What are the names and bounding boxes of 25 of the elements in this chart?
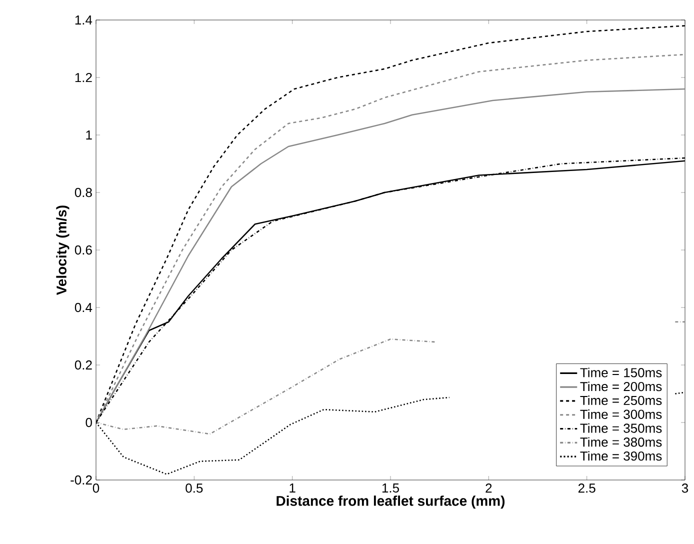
legend-label: Time = 380ms <box>580 437 662 447</box>
y-axis-title: Velocity (m/s) <box>56 206 70 296</box>
legend-label: Time = 350ms <box>580 423 662 433</box>
y-tick-label: 0.2 <box>74 360 92 370</box>
x-tick-label: 0.5 <box>186 484 203 493</box>
x-tick-label: 1.5 <box>382 484 399 493</box>
y-tick-label: 0.4 <box>74 302 92 312</box>
x-tick-label: 0 <box>92 484 100 493</box>
y-tick-label: 1 <box>86 130 92 140</box>
x-tick-label: 1 <box>290 484 296 492</box>
x-tick-label: 2.5 <box>578 484 596 493</box>
y-tick-label: 0.8 <box>74 188 92 198</box>
x-tick-label: 3 <box>682 484 688 493</box>
legend-label: Time = 390ms <box>580 451 662 461</box>
legend-label: Time = 300ms <box>580 409 662 419</box>
y-tick-label: -0.2 <box>70 475 92 485</box>
x-axis-title: Distance from leaflet surface (mm) <box>276 496 505 509</box>
y-tick-label: 0 <box>86 418 92 428</box>
legend-label: Time = 150ms <box>580 368 662 378</box>
legend-label: Time = 200ms <box>580 382 662 392</box>
legend-label: Time = 250ms <box>580 396 662 406</box>
y-tick-label: 1.4 <box>75 16 92 24</box>
y-tick-label: 0.6 <box>74 245 92 255</box>
x-tick-label: 2 <box>486 484 492 493</box>
y-tick-label: 1.2 <box>75 72 92 82</box>
